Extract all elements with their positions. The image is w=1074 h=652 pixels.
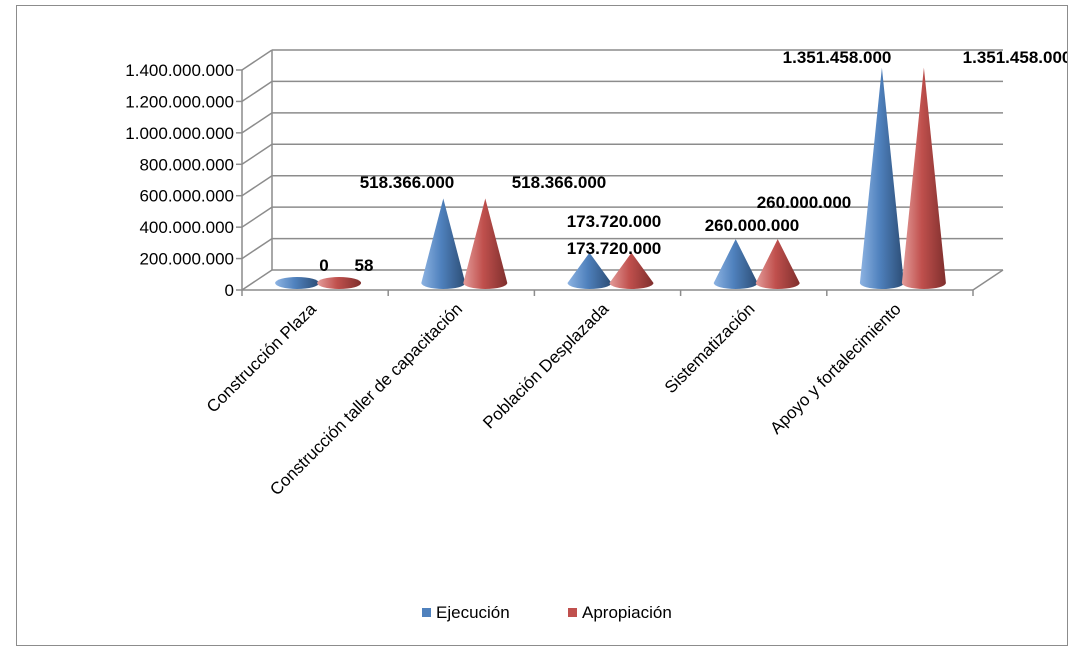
y-axis-ticks: 0 200.000.000 400.000.000 600.000.000 800.00… <box>125 61 242 300</box>
floor-right-edge <box>972 269 1004 291</box>
cone-body <box>463 198 508 289</box>
cone-apropiación-3 <box>609 252 654 289</box>
side-gridline <box>241 80 273 103</box>
data-label: 1.351.458.000 <box>963 48 1067 67</box>
cone-body <box>901 67 946 290</box>
category-label: Sistematización <box>661 299 759 397</box>
category-label: Construcción Plaza <box>203 299 320 416</box>
data-label: 0 <box>319 256 328 275</box>
side-gridline <box>241 49 273 71</box>
data-label: 260.000.000 <box>757 193 852 212</box>
side-gridline <box>241 237 273 260</box>
y-tick-label: 800.000.000 <box>139 155 234 174</box>
cone-chart: 0 200.000.000 400.000.000 600.000.000 800.00… <box>125 48 1067 622</box>
data-label: 173.720.000 <box>567 212 662 231</box>
chart-frame: 0 200.000.000 400.000.000 600.000.000 800.00… <box>16 5 1068 646</box>
side-gridline <box>241 175 273 197</box>
y-tick-label: 1.200.000.000 <box>125 92 234 111</box>
legend: Ejecución Apropiación <box>422 603 672 622</box>
cone-ejecución-2 <box>421 198 466 289</box>
side-gridline <box>241 269 273 291</box>
cones <box>275 67 946 290</box>
category-label: Apoyo y fortalecimiento <box>766 299 904 437</box>
cone-apropiación-4 <box>755 239 800 289</box>
cone-base <box>317 277 362 289</box>
data-label: 173.720.000 <box>567 239 662 258</box>
data-label: 260.000.000 <box>705 216 800 235</box>
data-label: 518.366.000 <box>360 173 455 192</box>
side-gridline <box>241 206 273 228</box>
legend-swatch-apropiación <box>568 608 577 617</box>
cone-body <box>859 67 904 290</box>
y-tick-label: 1.400.000.000 <box>125 61 234 80</box>
data-labels: 0 58 518.366.000 518.366.000 173.720.000 173.… <box>319 48 1067 275</box>
y-tick-label: 600.000.000 <box>139 187 234 206</box>
cone-apropiación-2 <box>463 198 508 289</box>
cone-ejecución-4 <box>713 239 758 289</box>
data-label: 1.351.458.000 <box>783 48 892 67</box>
cone-ejecución-5 <box>859 67 904 290</box>
data-label: 518.366.000 <box>512 173 607 192</box>
data-label: 58 <box>355 256 374 275</box>
side-gridline <box>241 112 273 134</box>
legend-label: Ejecución <box>436 603 510 622</box>
cone-body <box>421 198 466 289</box>
cone-body <box>609 252 654 289</box>
cone-body <box>567 252 612 289</box>
cone-body <box>713 239 758 289</box>
y-tick-label: 0 <box>225 281 234 300</box>
cone-base <box>275 277 320 289</box>
cone-body <box>755 239 800 289</box>
y-tick-label: 400.000.000 <box>139 218 234 237</box>
y-tick-label: 1.000.000.000 <box>125 124 234 143</box>
cone-ejecución-1 <box>275 277 320 289</box>
side-gridline <box>241 143 273 165</box>
legend-swatch-ejecución <box>422 608 431 617</box>
cone-ejecución-3 <box>567 252 612 289</box>
cone-apropiación-5 <box>901 67 946 290</box>
legend-label: Apropiación <box>582 603 672 622</box>
cone-apropiación-1 <box>317 277 362 289</box>
y-tick-label: 200.000.000 <box>139 250 234 269</box>
category-label: Población Desplazada <box>479 299 612 432</box>
